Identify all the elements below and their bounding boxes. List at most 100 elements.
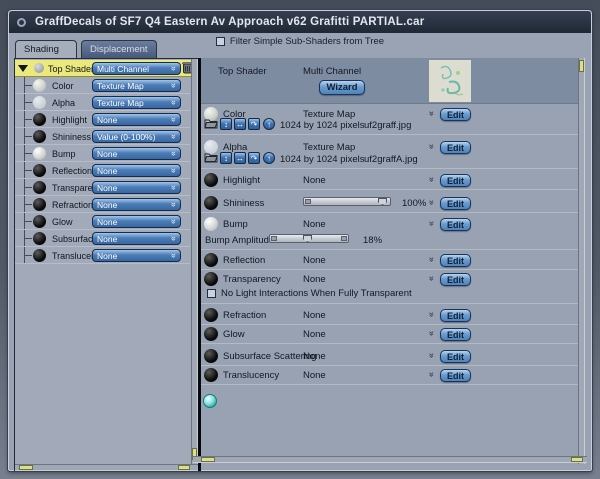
chevron-down-icon[interactable]: » [427, 352, 438, 359]
channel-sphere-icon [204, 349, 218, 363]
no-light-interactions-checkbox[interactable] [207, 289, 216, 298]
rotate-icon[interactable]: ↷ [248, 152, 260, 164]
edit-button[interactable]: Edit [440, 350, 471, 363]
tree-row-translucency[interactable]: Translucency None » [15, 247, 190, 264]
chevron-down-icon[interactable]: » [427, 143, 438, 150]
channel-sphere-icon [204, 253, 218, 267]
wizard-button[interactable]: Wizard [319, 80, 365, 95]
bump-amplitude-slider[interactable] [269, 234, 349, 243]
tree-row-color[interactable]: Color Texture Map » [15, 77, 190, 94]
tab-displacement[interactable]: Displacement [81, 40, 157, 58]
channel-sphere-icon [204, 272, 218, 286]
tree-shader-type-dropdown[interactable]: None » [92, 215, 181, 228]
tree-vertical-scrollbar[interactable] [191, 59, 198, 464]
tree-shader-type-dropdown[interactable]: None » [92, 164, 181, 177]
tree-label: Highlight [52, 115, 88, 125]
tree-row-alpha[interactable]: Alpha Texture Map » [15, 94, 190, 111]
tree-row-subsurface[interactable]: Subsurface Sc None » [15, 230, 190, 247]
detail-horizontal-scrollbar[interactable] [193, 456, 587, 463]
edit-button[interactable]: Edit [440, 369, 471, 382]
scroll-thumb[interactable] [201, 457, 215, 462]
tree-label: Refraction [52, 200, 94, 210]
chevron-down-icon[interactable]: » [427, 220, 438, 227]
tree-row-top-shader[interactable]: Top Shader Multi Channel » [15, 60, 197, 77]
chevron-down-icon[interactable]: » [427, 275, 438, 282]
tree-row-highlight[interactable]: Highlight None » [15, 111, 190, 128]
edit-button[interactable]: Edit [440, 254, 471, 267]
edit-button-label: Edit [447, 370, 464, 381]
icon-glyph: ↔ [236, 153, 244, 163]
tree-row-refraction[interactable]: Refraction None » [15, 196, 190, 213]
edit-button[interactable]: Edit [440, 309, 471, 322]
edit-button-label: Edit [447, 351, 464, 362]
edit-button[interactable]: Edit [440, 108, 471, 121]
open-folder-icon[interactable] [204, 152, 218, 163]
slider-thumb[interactable] [303, 235, 312, 242]
tree-label: Alpha [52, 98, 76, 108]
chevron-down-icon[interactable]: » [427, 371, 438, 378]
flip-horizontal-icon[interactable]: ↔ [234, 118, 246, 130]
chevron-down-icon[interactable]: » [427, 256, 438, 263]
tree-shader-type-dropdown[interactable]: Texture Map » [92, 79, 181, 92]
tree-row-bump[interactable]: Bump None » [15, 145, 190, 162]
chevron-down-icon[interactable]: » [427, 110, 438, 117]
row-separator [201, 134, 579, 135]
panel-divider[interactable] [198, 58, 201, 471]
window-titlebar[interactable]: GraffDecals of SF7 Q4 Eastern Av Approac… [9, 11, 591, 33]
tree-shader-type-dropdown[interactable]: Texture Map » [92, 96, 181, 109]
filter-subshaders-checkbox[interactable] [215, 37, 225, 46]
tree-shader-type-dropdown[interactable]: None » [92, 249, 181, 262]
scroll-thumb[interactable] [579, 60, 584, 72]
tree-row-reflection[interactable]: Reflection None » [15, 162, 190, 179]
tree-branch-stub [24, 119, 32, 120]
rotate-icon[interactable]: ↷ [248, 118, 260, 130]
edit-button[interactable]: Edit [440, 141, 471, 154]
icon-glyph: ↷ [250, 153, 258, 163]
tree-shader-type-dropdown[interactable]: None » [92, 198, 181, 211]
tree-horizontal-scrollbar[interactable] [15, 464, 199, 471]
edit-button[interactable]: Edit [440, 218, 471, 231]
chevron-down-icon: » [168, 201, 179, 208]
tree-shader-type-dropdown[interactable]: Value (0-100%) » [92, 130, 181, 143]
shininess-slider[interactable] [303, 197, 391, 206]
image-size-text: 1024 by 1024 pixels [280, 120, 365, 131]
tree-shader-type-dropdown[interactable]: None » [92, 181, 181, 194]
chevron-down-icon[interactable]: » [427, 176, 438, 183]
tree-shader-type-dropdown[interactable]: None » [92, 232, 181, 245]
scroll-thumb[interactable] [571, 457, 583, 462]
reload-up-icon[interactable]: ↑ [263, 118, 275, 130]
slider-thumb[interactable] [378, 198, 387, 205]
chevron-down-icon[interactable]: » [427, 311, 438, 318]
tree-shader-type-dropdown[interactable]: None » [92, 113, 181, 126]
channel-label: Shininess [223, 198, 265, 209]
chevron-down-icon[interactable]: » [427, 330, 438, 337]
tree-row-glow[interactable]: Glow None » [15, 213, 190, 230]
detail-vertical-scrollbar[interactable] [578, 58, 585, 464]
reload-up-icon[interactable]: ↑ [263, 152, 275, 164]
tab-shading[interactable]: Shading [15, 40, 77, 58]
channel-sphere-icon [33, 181, 46, 194]
edit-button[interactable]: Edit [440, 328, 471, 341]
tree-row-shininess[interactable]: Shininess Value (0-100%) » [15, 128, 190, 145]
tree-row-transparency[interactable]: Transparency None » [15, 179, 190, 196]
edit-button[interactable]: Edit [440, 174, 471, 187]
row-separator [201, 212, 579, 213]
edit-button[interactable]: Edit [440, 273, 471, 286]
open-folder-icon[interactable] [204, 118, 218, 129]
channel-sphere-icon [204, 107, 218, 121]
edit-button-label: Edit [447, 175, 464, 186]
window-close-icon[interactable] [17, 17, 26, 27]
flip-vertical-icon[interactable]: ↕ [220, 118, 232, 130]
scroll-thumb[interactable] [178, 465, 190, 470]
chevron-down-icon[interactable]: » [427, 199, 438, 206]
texture-preview-thumbnail [429, 60, 471, 102]
flip-vertical-icon[interactable]: ↕ [220, 152, 232, 164]
tree-shader-type-dropdown[interactable]: None » [92, 147, 181, 160]
edit-button[interactable]: Edit [440, 197, 471, 210]
collapse-triangle-icon[interactable] [18, 65, 28, 72]
shader-tree-panel: Top Shader Multi Channel » Color Texture… [14, 58, 199, 471]
row-separator [201, 365, 579, 366]
tree-shader-type-dropdown[interactable]: Multi Channel » [92, 62, 181, 75]
flip-horizontal-icon[interactable]: ↔ [234, 152, 246, 164]
scroll-thumb[interactable] [19, 465, 33, 470]
